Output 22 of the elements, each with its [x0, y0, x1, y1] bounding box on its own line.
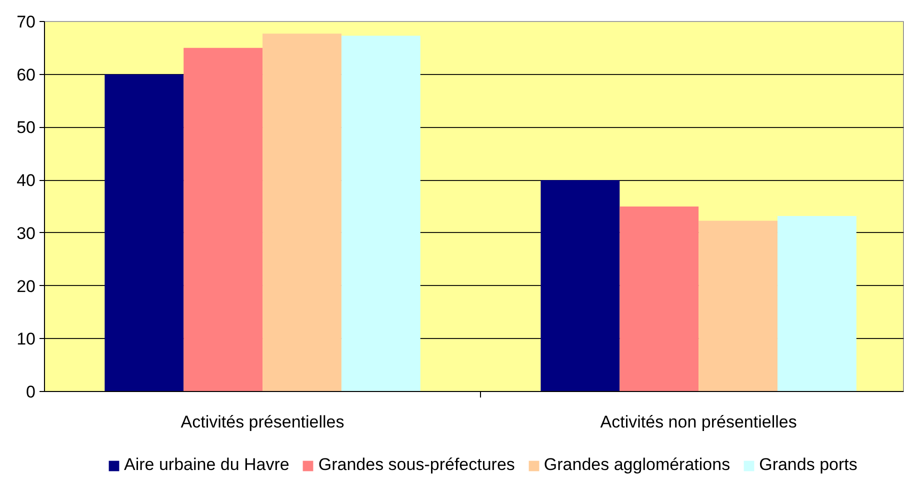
y-tick-label: 40	[16, 171, 36, 190]
y-tick-label: 20	[16, 276, 36, 296]
y-tick-label: 10	[16, 330, 36, 349]
y-tick-label: 60	[16, 65, 36, 84]
bar	[184, 48, 263, 392]
legend-label: Grandes sous-préfectures	[318, 455, 515, 475]
y-tick-label: 0	[26, 382, 36, 402]
bar	[540, 180, 620, 392]
bar	[777, 216, 856, 392]
bar	[698, 220, 778, 392]
x-tick-label: Activités présentielles	[180, 412, 344, 432]
bar	[341, 36, 420, 392]
bar	[104, 74, 184, 392]
y-tick-label: 70	[16, 12, 36, 32]
y-tick-label: 50	[16, 118, 36, 138]
legend-label: Aire urbaine du Havre	[124, 455, 290, 475]
x-tick-label: Activités non présentielles	[600, 412, 797, 432]
bar	[262, 34, 342, 392]
legend-label: Grandes agglomérations	[544, 455, 730, 475]
bar	[620, 206, 699, 392]
legend-label: Grands ports	[759, 455, 858, 475]
y-tick-label: 30	[16, 224, 36, 243]
